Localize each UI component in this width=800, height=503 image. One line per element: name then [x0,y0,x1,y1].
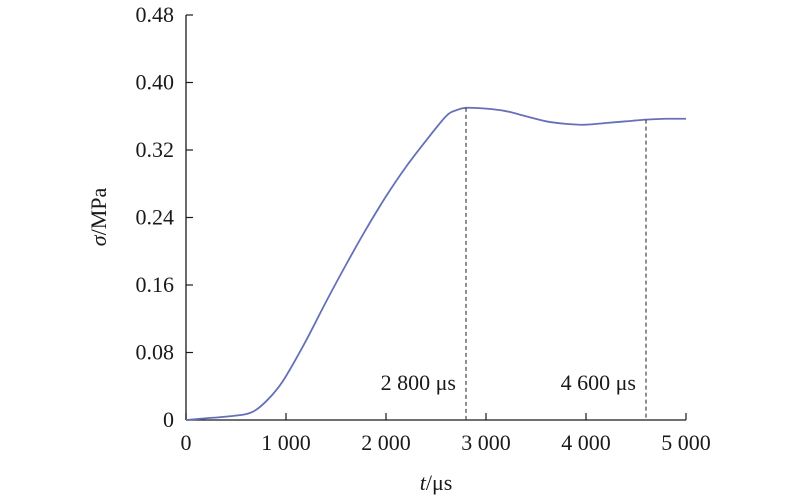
y-tick-label: 0.40 [136,70,175,95]
x-tick-label: 3 000 [461,430,511,455]
marker-label: 2 800 μs [381,370,456,395]
x-axis-unit: /μs [426,470,452,495]
y-tick-label: 0 [163,407,174,432]
x-tick-label: 5 000 [661,430,711,455]
y-tick-label: 0.08 [136,340,175,365]
x-axis-title: t/μs [420,470,453,495]
y-axis-unit: /MPa [86,188,111,236]
y-tick-label: 0.16 [136,272,175,297]
y-tick-label: 0.48 [136,2,175,27]
x-tick-label: 2 000 [361,430,411,455]
series-line [185,106,687,421]
x-tick-label: 1 000 [261,430,311,455]
x-axis-symbol: t [420,470,427,495]
y-tick-label: 0.24 [136,205,175,230]
x-tick-label: 4 000 [561,430,611,455]
y-axis-title: σ/MPa [86,188,111,247]
y-tick-label: 0.32 [136,137,175,162]
x-tick-label: 0 [181,430,192,455]
y-axis-symbol: σ [86,234,111,246]
marker-label: 4 600 μs [561,370,636,395]
